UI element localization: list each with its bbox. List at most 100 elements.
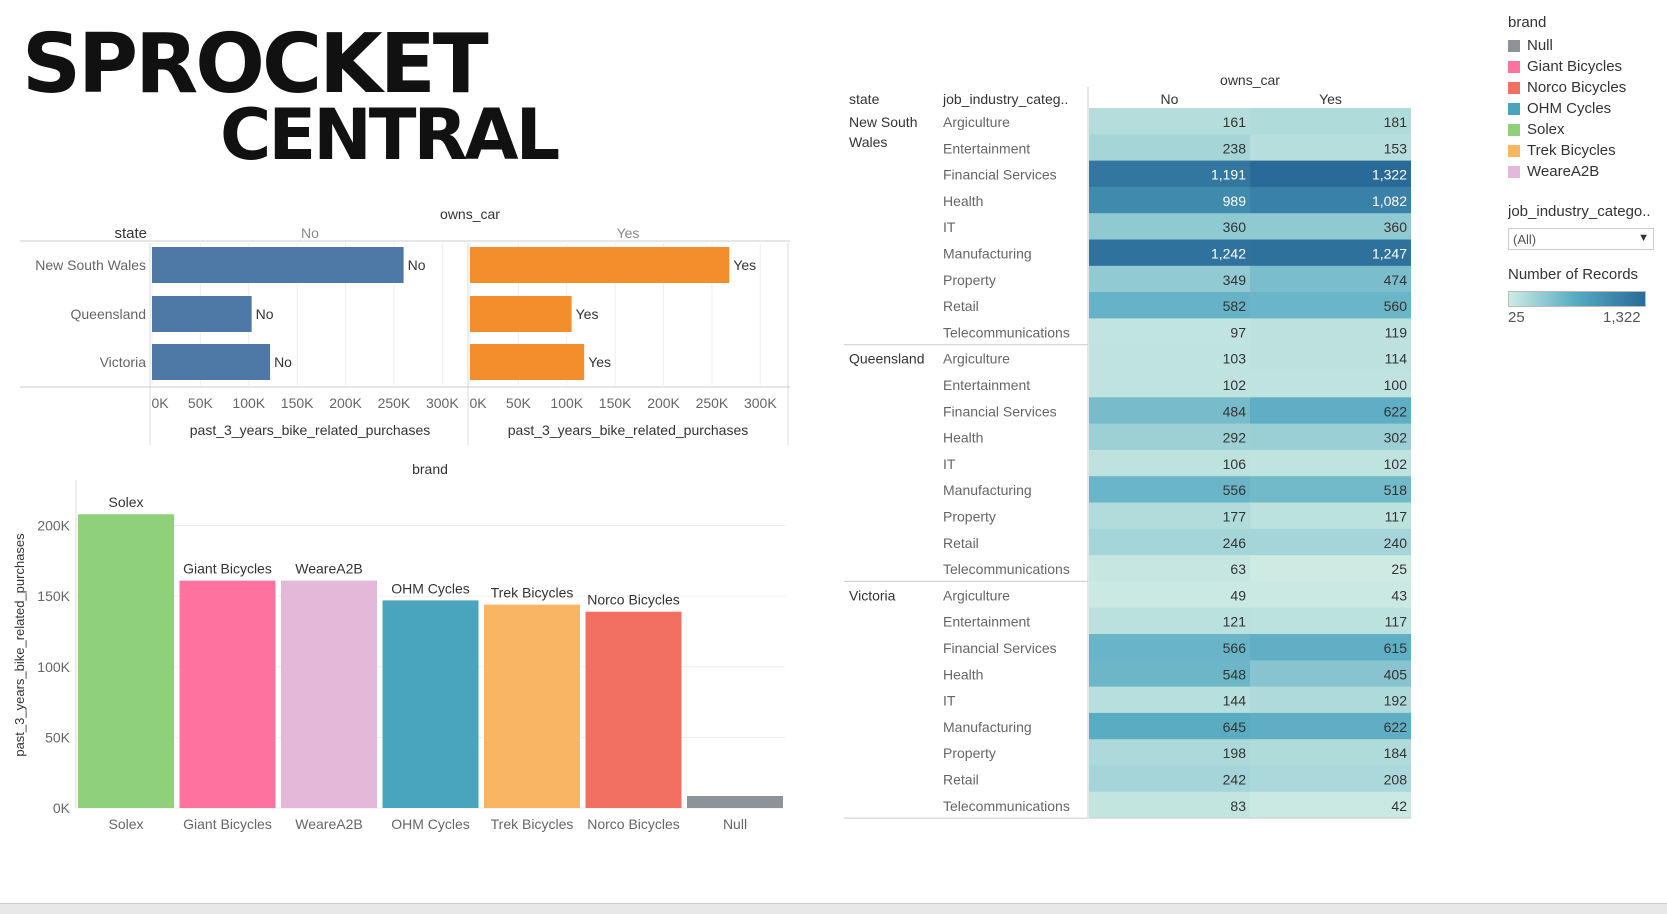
industry-label: Argiculture [943, 114, 1010, 130]
cell-value: 560 [1384, 298, 1408, 314]
x-tick-label: 0K [469, 395, 487, 411]
legend-swatch [1508, 165, 1520, 178]
heatmap-cell [1250, 239, 1411, 267]
cell-value: 240 [1384, 535, 1408, 551]
industry-label: Entertainment [943, 614, 1030, 630]
heatmap-cell [1250, 739, 1411, 766]
cell-value: 100 [1384, 377, 1408, 393]
heatmap-cell [1250, 502, 1411, 530]
sprocket-central-logo: SPROCKET CENTRAL [22, 17, 560, 174]
heatmap-cell [1250, 371, 1411, 398]
legend-item[interactable]: Trek Bicycles [1508, 140, 1663, 161]
bar [78, 514, 174, 808]
state-label: Wales [849, 134, 887, 150]
cell-value: 153 [1384, 140, 1408, 156]
cell-value: 83 [1230, 798, 1246, 814]
bar [152, 344, 271, 380]
x-tick-label: 0K [151, 395, 169, 411]
y-tick-label: 200K [37, 518, 70, 534]
legend-item[interactable]: Norco Bicycles [1508, 77, 1663, 98]
x-tick-label: Norco Bicycles [587, 816, 680, 832]
y-tick-label: 150K [37, 588, 70, 604]
industry-label: Property [943, 272, 996, 288]
heatmap-cell [1089, 555, 1250, 582]
x-tick-label: 50K [506, 395, 532, 411]
logo-text-line2: CENTRAL [220, 94, 560, 176]
y-tick-label: 100K [37, 659, 70, 675]
industry-filter-dropdown[interactable]: (All) ▼ [1508, 228, 1654, 250]
state-label: New South Wales [35, 257, 146, 273]
industry-label: Telecommunications [943, 798, 1070, 814]
legend-label: Giant Bicycles [1527, 58, 1623, 75]
cell-value: 292 [1223, 430, 1247, 446]
cell-value: 114 [1385, 351, 1408, 367]
cell-value: 144 [1223, 693, 1247, 709]
industry-label: Financial Services [943, 403, 1057, 419]
bar-label: Solex [108, 494, 143, 510]
cell-value: 117 [1385, 614, 1408, 630]
heatmap-cell [1250, 318, 1411, 346]
legend-item[interactable]: OHM Cycles [1508, 98, 1663, 119]
panel-header: Yes [617, 225, 640, 241]
cell-value: 615 [1384, 640, 1408, 656]
cell-value: 405 [1384, 666, 1408, 682]
x-tick-label: 150K [281, 395, 314, 411]
legend-item[interactable]: WeareA2B [1508, 161, 1663, 182]
cell-value: 97 [1230, 324, 1246, 340]
heatmap-cell [1250, 528, 1411, 556]
cell-value: 121 [1223, 614, 1247, 630]
filter-title: job_industry_catego.. [1508, 203, 1651, 220]
cell-value: 242 [1223, 772, 1247, 788]
column-header: owns_car [1220, 72, 1280, 88]
bar-label: Giant Bicycles [183, 561, 272, 577]
sheet-tab-bar[interactable] [0, 903, 1667, 914]
chevron-down-icon[interactable]: ▼ [1638, 232, 1649, 244]
industry-label: IT [943, 456, 956, 472]
heatmap-cell [1089, 292, 1250, 319]
x-tick-label: 250K [378, 395, 411, 411]
bar [281, 580, 377, 808]
cell-value: 198 [1223, 745, 1247, 761]
legend-item[interactable]: Solex [1508, 119, 1663, 140]
x-tick-label: Giant Bicycles [183, 816, 272, 832]
color-ramp-max: 1,322 [1603, 309, 1641, 326]
bar-label: Trek Bicycles [491, 585, 574, 601]
cell-value: 302 [1384, 430, 1408, 446]
bar [484, 604, 580, 808]
cell-value: 103 [1223, 351, 1247, 367]
bar [585, 611, 682, 808]
industry-label: Manufacturing [943, 246, 1032, 262]
legend-label: OHM Cycles [1527, 100, 1612, 117]
row-header-industry: job_industry_categ.. [942, 91, 1068, 107]
brand-legend: brand Null Giant Bicycles Norco Bicycles OH… [1508, 14, 1663, 182]
cell-value: 192 [1384, 693, 1408, 709]
legend-item[interactable]: Null [1508, 35, 1663, 56]
heatmap-cell [1250, 791, 1411, 819]
industry-label: IT [943, 219, 956, 235]
cell-value: 208 [1384, 772, 1408, 788]
bar-label: No [274, 354, 292, 370]
bar-label: No [256, 306, 274, 322]
cell-value: 645 [1223, 719, 1247, 735]
cell-value: 360 [1384, 219, 1408, 235]
logo-text-line1: SPROCKET [22, 17, 489, 112]
state-label: Victoria [100, 354, 147, 370]
industry-label: Argiculture [943, 587, 1010, 603]
cell-value: 63 [1230, 561, 1246, 577]
x-tick-label: 300K [426, 395, 459, 411]
x-tick-label: Solex [108, 816, 143, 832]
industry-label: Property [943, 745, 996, 761]
filter-value: (All) [1513, 232, 1537, 247]
state-label: New South [849, 114, 917, 130]
legend-swatch [1508, 81, 1520, 94]
bar-label: Norco Bicycles [587, 592, 680, 608]
industry-label: Entertainment [943, 377, 1030, 393]
heatmap-cell [1250, 581, 1411, 609]
heatmap-cell [1089, 397, 1250, 424]
legend-item[interactable]: Giant Bicycles [1508, 56, 1663, 77]
x-axis-title: past_3_years_bike_related_purchases [508, 422, 749, 438]
heatmap-cell [1089, 739, 1250, 766]
heatmap-cell [1089, 239, 1250, 267]
